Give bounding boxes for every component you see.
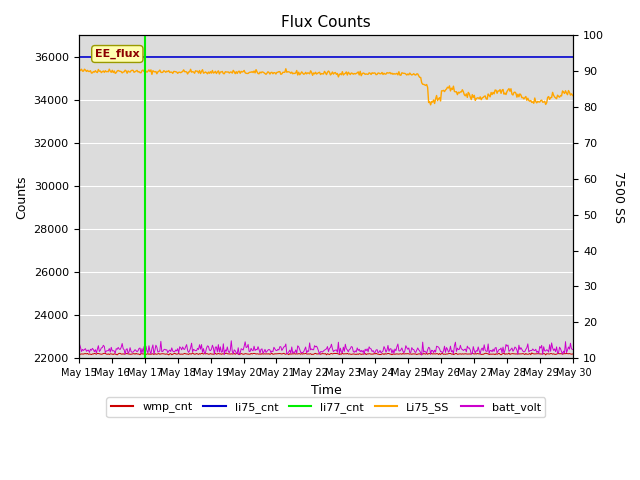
Y-axis label: 7500 SS: 7500 SS [612,171,625,223]
Legend: wmp_cnt, li75_cnt, li77_cnt, Li75_SS, batt_volt: wmp_cnt, li75_cnt, li77_cnt, Li75_SS, ba… [106,397,545,417]
Text: EE_flux: EE_flux [95,49,140,59]
X-axis label: Time: Time [310,384,341,396]
Y-axis label: Counts: Counts [15,175,28,218]
Title: Flux Counts: Flux Counts [281,15,371,30]
